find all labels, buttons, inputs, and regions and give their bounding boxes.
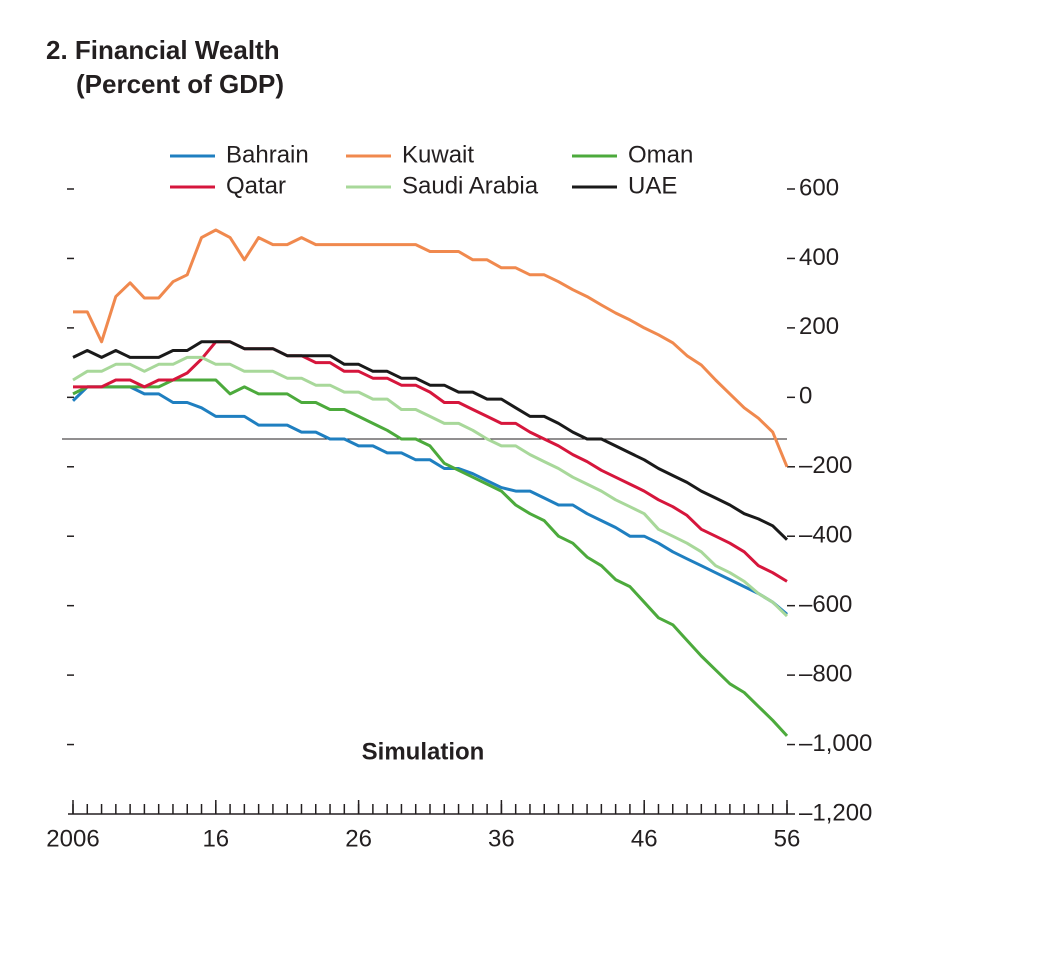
legend-label: Saudi Arabia	[402, 172, 539, 199]
series-line	[73, 228, 789, 468]
chart-title: 2. Financial Wealth	[46, 35, 280, 65]
chart-subtitle: (Percent of GDP)	[76, 69, 284, 99]
annotation: Simulation	[362, 738, 485, 765]
x-tick-label: 2006	[46, 825, 99, 852]
y-tick-label: 600	[799, 174, 839, 201]
y-tick-label: –800	[799, 660, 852, 687]
series-line	[71, 385, 788, 616]
x-tick-label: 26	[345, 825, 372, 852]
series-line	[72, 355, 789, 618]
series-line	[72, 340, 789, 541]
legend-label: UAE	[628, 172, 677, 199]
series-line	[72, 378, 789, 737]
y-tick-label: –400	[799, 522, 852, 549]
y-tick-label: –1,000	[799, 730, 872, 757]
y-tick-label: 400	[799, 244, 839, 271]
legend-label: Qatar	[226, 172, 286, 199]
series-line	[73, 340, 788, 583]
legend-label: Oman	[628, 141, 693, 168]
y-tick-label: –200	[799, 452, 852, 479]
y-tick-label: –600	[799, 591, 852, 618]
x-tick-label: 46	[631, 825, 658, 852]
x-tick-label: 56	[774, 825, 801, 852]
y-tick-label: 0	[799, 383, 812, 410]
legend-label: Kuwait	[402, 141, 474, 168]
y-tick-label: 200	[799, 313, 839, 340]
y-tick-label: –1,200	[799, 799, 872, 826]
x-tick-label: 16	[202, 825, 229, 852]
legend-label: Bahrain	[226, 141, 309, 168]
x-tick-label: 36	[488, 825, 515, 852]
